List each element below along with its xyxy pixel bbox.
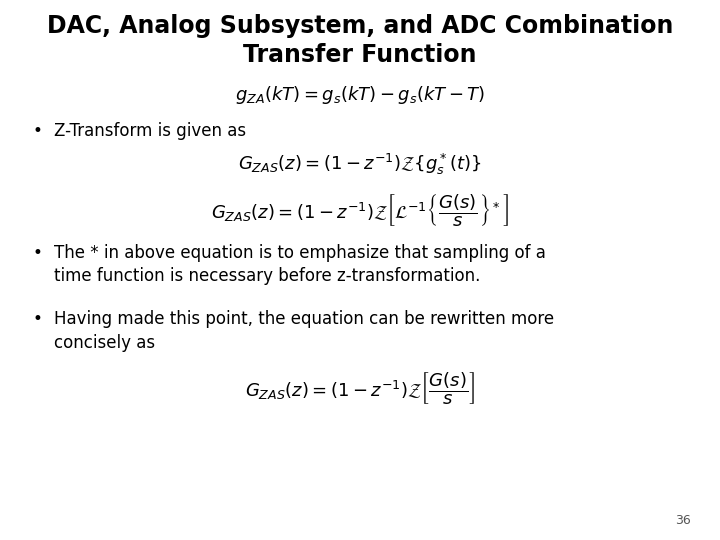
Text: $G_{ZAS}(z) = (1 - z^{-1})\mathcal{Z}\left[\dfrac{G(s)}{s}\right]$: $G_{ZAS}(z) = (1 - z^{-1})\mathcal{Z}\le… — [245, 370, 475, 406]
Text: $G_{ZAS}(z) = (1 - z^{-1})\mathcal{Z}\{g_s^*(t)\}$: $G_{ZAS}(z) = (1 - z^{-1})\mathcal{Z}\{g… — [238, 152, 482, 177]
Text: time function is necessary before z-transformation.: time function is necessary before z-tran… — [54, 267, 480, 285]
Text: Having made this point, the equation can be rewritten more: Having made this point, the equation can… — [54, 310, 554, 328]
Text: The * in above equation is to emphasize that sampling of a: The * in above equation is to emphasize … — [54, 244, 546, 262]
Text: $G_{ZAS}(z) = (1 - z^{-1})\mathcal{Z}\left[\mathcal{L}^{-1}\left\{\dfrac{G(s)}{s: $G_{ZAS}(z) = (1 - z^{-1})\mathcal{Z}\le… — [211, 192, 509, 228]
Text: Z-Transform is given as: Z-Transform is given as — [54, 122, 246, 139]
Text: •: • — [32, 122, 42, 139]
Text: 36: 36 — [675, 514, 691, 526]
Text: •: • — [32, 244, 42, 262]
Text: DAC, Analog Subsystem, and ADC Combination: DAC, Analog Subsystem, and ADC Combinati… — [47, 14, 673, 37]
Text: $g_{ZA}(kT) = g_s(kT) - g_s(kT - T)$: $g_{ZA}(kT) = g_s(kT) - g_s(kT - T)$ — [235, 84, 485, 106]
Text: concisely as: concisely as — [54, 334, 155, 352]
Text: Transfer Function: Transfer Function — [243, 43, 477, 67]
Text: •: • — [32, 310, 42, 328]
